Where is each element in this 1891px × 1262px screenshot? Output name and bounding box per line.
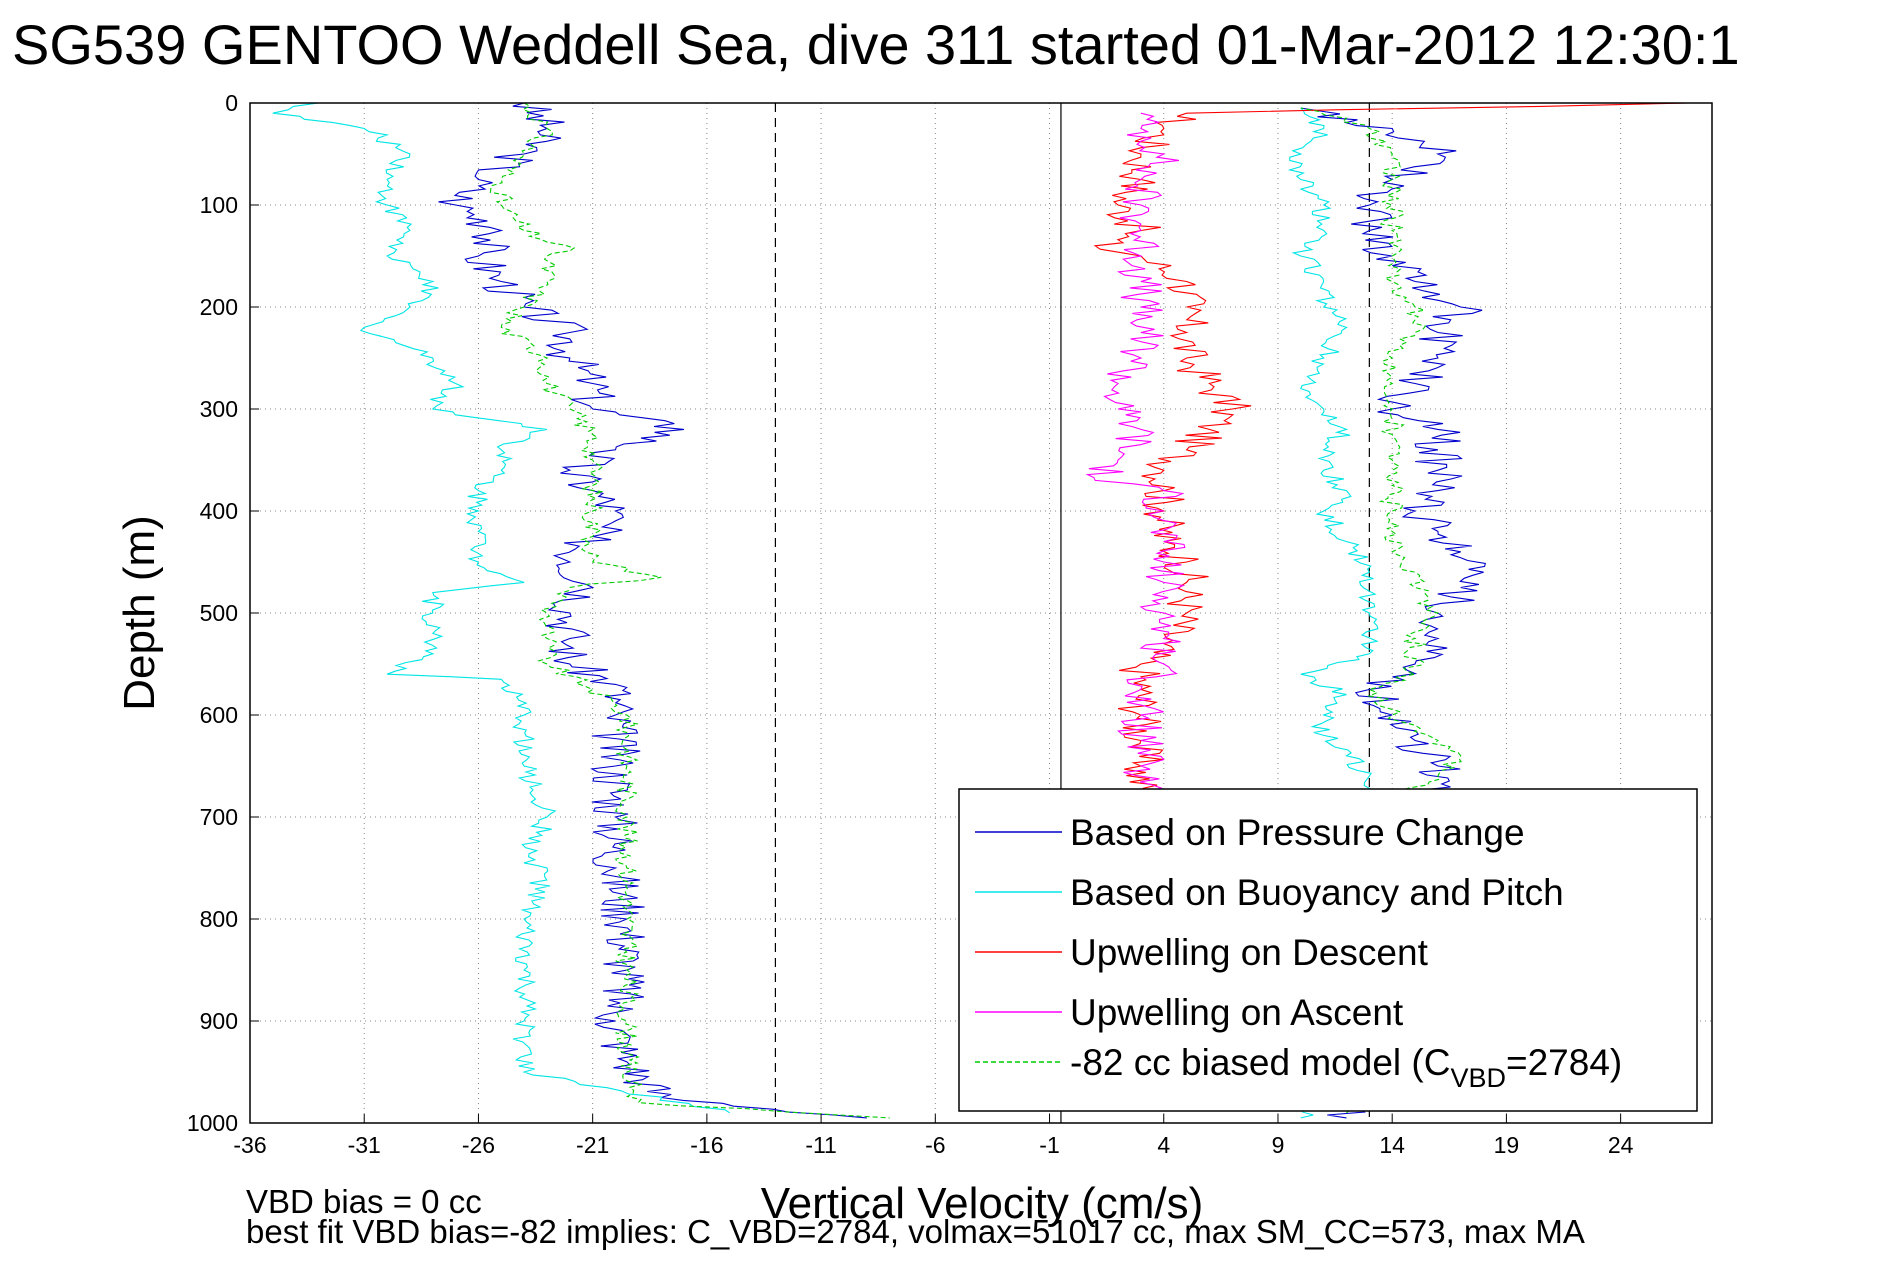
y-tick-label: 1000	[187, 1110, 238, 1136]
chart-title: SG539 GENTOO Weddell Sea, dive 311 start…	[12, 13, 1740, 76]
x-tick-label: -16	[690, 1132, 723, 1158]
x-tick-label: 14	[1379, 1132, 1405, 1158]
y-tick-label: 500	[200, 600, 238, 626]
x-tick-label: -36	[233, 1132, 266, 1158]
footnote-best-fit: best fit VBD bias=-82 implies: C_VBD=278…	[246, 1213, 1585, 1250]
series-line-model-climb	[1300, 107, 1462, 1114]
legend-box	[958, 788, 1698, 1112]
x-axis-label: Vertical Velocity (cm/s)	[761, 1179, 1204, 1228]
y-tick-label: 400	[200, 498, 238, 524]
y-tick-label: 700	[200, 804, 238, 830]
y-axis-label: Depth (m)	[115, 515, 164, 711]
legend-items: Based on Pressure Change Based on Buoyanc…	[975, 812, 1622, 1093]
x-tick-label: -11	[805, 1132, 837, 1158]
y-tick-label: 0	[225, 90, 238, 116]
legend-label-buoyancy: Based on Buoyancy and Pitch	[1070, 872, 1564, 913]
series-line-buoyancy-dive	[272, 102, 730, 1114]
y-tick-label: 900	[200, 1008, 238, 1034]
x-tick-label: 4	[1157, 1132, 1170, 1158]
series-line-pressure-dive	[438, 102, 867, 1119]
series-line-ascent-values	[1085, 112, 1186, 793]
x-tick-label: -26	[462, 1132, 495, 1158]
y-tick-label: 100	[200, 192, 238, 218]
y-tick-label: 800	[200, 906, 238, 932]
legend-label-ascent: Upwelling on Ascent	[1070, 992, 1404, 1033]
footnote-bias: VBD bias = 0 cc	[246, 1183, 482, 1220]
x-tick-label: -31	[348, 1132, 381, 1158]
y-axis-ticks: 0 100 200 300 400 500 600 700 800 900 1000	[187, 90, 259, 1136]
x-tick-label: 19	[1494, 1132, 1520, 1158]
legend-label-pressure: Based on Pressure Change	[1070, 812, 1525, 853]
x-axis-ticks: -36 -31 -26 -21 -16 -11 -6 -1 4 9 14 19 24	[233, 1114, 1634, 1158]
y-tick-label: 600	[200, 702, 238, 728]
series-line-descent-values	[1093, 102, 1690, 792]
y-tick-label: 200	[200, 294, 238, 320]
legend-label-model: -82 cc biased model (CVBD=2784)	[1070, 1042, 1622, 1093]
x-tick-label: -21	[576, 1132, 609, 1158]
y-tick-label: 300	[200, 396, 238, 422]
x-tick-label: 9	[1272, 1132, 1285, 1158]
legend: Based on Pressure Change Based on Buoyanc…	[958, 788, 1698, 1112]
x-tick-label: -1	[1039, 1132, 1059, 1158]
x-tick-label: -6	[925, 1132, 945, 1158]
legend-label-descent: Upwelling on Descent	[1070, 932, 1429, 973]
x-tick-label: 24	[1608, 1132, 1634, 1158]
series-line-model-dive	[489, 102, 890, 1119]
